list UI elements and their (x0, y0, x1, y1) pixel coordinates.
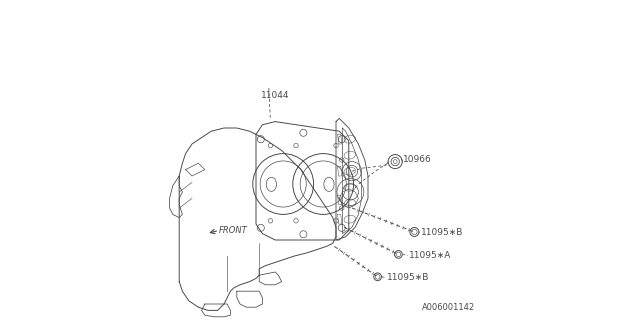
Text: 10966: 10966 (403, 155, 432, 164)
Text: A006001142: A006001142 (422, 303, 475, 312)
Text: 11044: 11044 (261, 92, 289, 100)
Text: 11095∗A: 11095∗A (409, 252, 451, 260)
Text: 11095∗B: 11095∗B (387, 273, 429, 282)
Text: 11095∗B: 11095∗B (421, 228, 463, 237)
Text: FRONT: FRONT (219, 226, 248, 235)
